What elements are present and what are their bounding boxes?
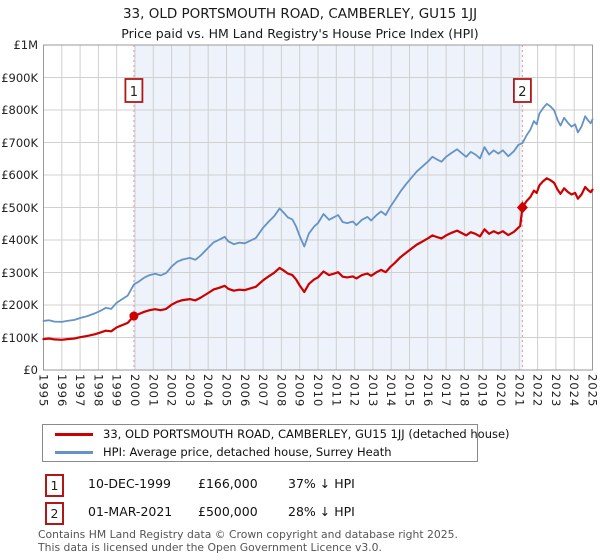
y-axis-tick-label: £1M xyxy=(0,38,38,52)
x-axis-tick-label: 2017 xyxy=(439,374,453,407)
x-axis-tick-label: 2020 xyxy=(494,374,508,407)
x-axis-tick-label: 2004 xyxy=(201,374,215,407)
price-hpi-chart-page: { "title": "33, OLD PORTSMOUTH ROAD, CAM… xyxy=(0,0,600,560)
x-axis-tick-label: 2000 xyxy=(128,374,142,407)
sale-annotation-row: 2 01-MAR-2021 £500,000 28% ↓ HPI xyxy=(0,502,600,524)
legend-item-hpi: HPI: Average price, detached house, Surr… xyxy=(43,445,477,460)
sale-1-price: £166,000 xyxy=(198,476,258,491)
x-axis-tick-label: 1998 xyxy=(91,374,105,407)
sale-1-date: 10-DEC-1999 xyxy=(88,476,171,491)
x-axis-tick-label: 2009 xyxy=(293,374,307,407)
legend-label-hpi: HPI: Average price, detached house, Surr… xyxy=(103,445,392,459)
y-axis-tick-label: £700K xyxy=(0,136,38,150)
sale-1-flag-label: 1 xyxy=(130,85,138,100)
y-axis-tick-label: £600K xyxy=(0,168,38,182)
x-axis-tick-label: 2010 xyxy=(311,374,325,407)
x-axis-tick-label: 2006 xyxy=(238,374,252,407)
y-axis-tick-label: £100K xyxy=(0,331,38,345)
x-axis-tick-label: 2019 xyxy=(476,374,490,407)
x-axis-tick-label: 2018 xyxy=(457,374,471,407)
y-axis-tick-label: £800K xyxy=(0,103,38,117)
x-axis-tick-label: 2015 xyxy=(403,374,417,407)
x-axis-tick-label: 2008 xyxy=(274,374,288,407)
x-axis-tick-label: 2022 xyxy=(531,374,545,407)
x-axis-tick-label: 1999 xyxy=(110,374,124,407)
x-axis-tick-label: 2003 xyxy=(183,374,197,407)
y-axis-tick-label: £200K xyxy=(0,298,38,312)
sale-2-hpi-diff: 28% ↓ HPI xyxy=(288,504,355,519)
x-axis-tick-label: 1997 xyxy=(73,374,87,407)
x-axis-tick-label: 2002 xyxy=(165,374,179,407)
sale-2-date: 01-MAR-2021 xyxy=(88,504,172,519)
price-hpi-line-chart: 12£1M£900K£800K£700K£600K£500K£400K£300K… xyxy=(0,0,600,420)
x-axis-tick-label: 2001 xyxy=(146,374,160,407)
x-axis-tick-label: 2023 xyxy=(549,374,563,407)
x-axis-tick-label: 2011 xyxy=(329,374,343,407)
sale-annotation-row: 1 10-DEC-1999 £166,000 37% ↓ HPI xyxy=(0,474,600,496)
x-axis-tick-label: 1996 xyxy=(55,374,69,407)
x-axis-tick-label: 1995 xyxy=(37,374,51,407)
price-paid-line-swatch xyxy=(55,433,93,436)
x-axis-tick-label: 2005 xyxy=(220,374,234,407)
sale-2-number-badge: 2 xyxy=(45,502,64,525)
x-axis-tick-label: 2012 xyxy=(348,374,362,407)
x-axis-tick-label: 2007 xyxy=(256,374,270,407)
hpi-line-swatch xyxy=(55,451,93,454)
x-axis-tick-label: 2016 xyxy=(421,374,435,407)
y-axis-tick-label: £0 xyxy=(0,363,38,377)
y-axis-tick-label: £900K xyxy=(0,71,38,85)
y-axis-tick-label: £500K xyxy=(0,201,38,215)
y-axis-tick-label: £400K xyxy=(0,233,38,247)
legend-label-price-paid: 33, OLD PORTSMOUTH ROAD, CAMBERLEY, GU15… xyxy=(103,427,510,441)
x-axis-tick-label: 2024 xyxy=(567,374,581,407)
sale-2-flag-label: 2 xyxy=(518,85,526,100)
footnote-line-2: This data is licensed under the Open Gov… xyxy=(38,542,598,555)
sale-1-hpi-diff: 37% ↓ HPI xyxy=(288,476,355,491)
license-footnote: Contains HM Land Registry data © Crown c… xyxy=(38,529,598,554)
sale-1-number-badge: 1 xyxy=(45,474,64,497)
x-axis-tick-label: 2013 xyxy=(366,374,380,407)
chart-canvas: 12 xyxy=(0,0,600,420)
x-axis-tick-label: 2014 xyxy=(384,374,398,407)
legend-item-price-paid: 33, OLD PORTSMOUTH ROAD, CAMBERLEY, GU15… xyxy=(43,427,477,442)
footnote-line-1: Contains HM Land Registry data © Crown c… xyxy=(38,529,598,542)
sale-2-price: £500,000 xyxy=(198,504,258,519)
x-axis-tick-label: 2025 xyxy=(586,374,600,407)
x-axis-tick-label: 2021 xyxy=(512,374,526,407)
chart-legend: 33, OLD PORTSMOUTH ROAD, CAMBERLEY, GU15… xyxy=(42,424,478,462)
y-axis-tick-label: £300K xyxy=(0,266,38,280)
sale-1-marker xyxy=(129,312,138,321)
